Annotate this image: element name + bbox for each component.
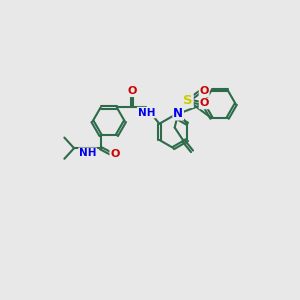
Text: NH: NH — [79, 148, 96, 158]
Text: N: N — [173, 107, 183, 120]
Text: O: O — [127, 86, 136, 96]
Text: O: O — [200, 86, 209, 96]
Text: O: O — [110, 149, 120, 159]
Text: O: O — [200, 98, 209, 108]
Text: NH: NH — [138, 107, 155, 118]
Text: S: S — [183, 94, 193, 107]
